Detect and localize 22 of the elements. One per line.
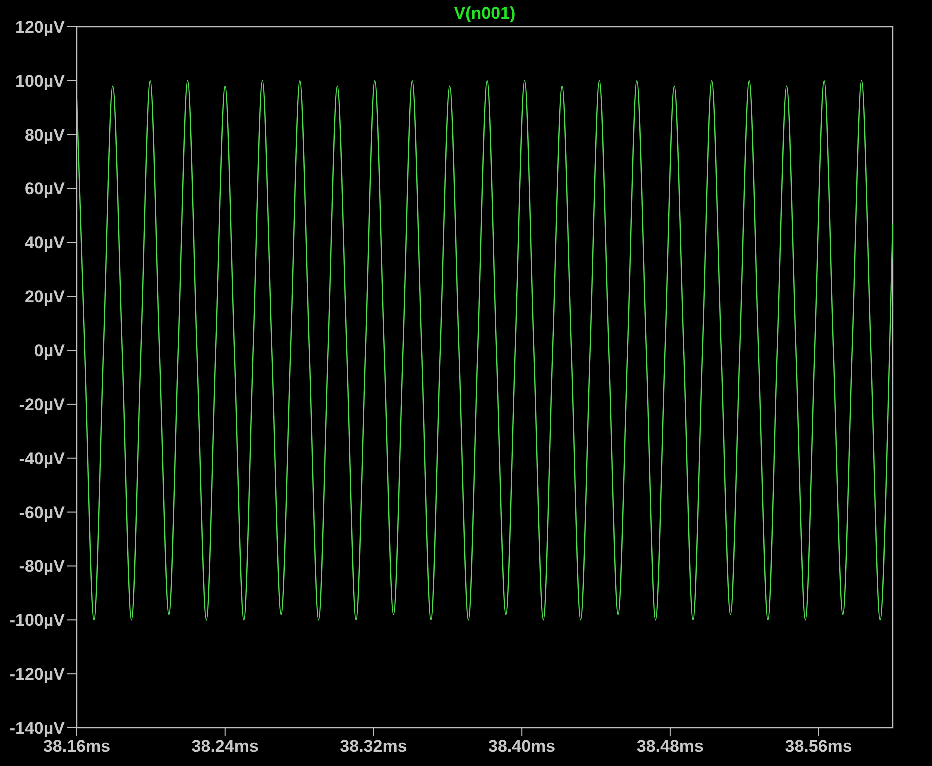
- chart-title: V(n001): [454, 4, 516, 23]
- y-tick-label: -140µV: [10, 718, 66, 738]
- x-tick-label: 38.48ms: [636, 737, 704, 756]
- line-series: [77, 80, 893, 621]
- y-tick-label: 0µV: [34, 341, 66, 360]
- x-tick-label: 38.24ms: [192, 737, 259, 756]
- y-tick-label: -40µV: [19, 449, 66, 468]
- y-tick-label: 20µV: [24, 288, 66, 307]
- y-tick-label: 120µV: [16, 18, 66, 37]
- y-tick-label: 100µV: [16, 72, 66, 91]
- y-tick-label: 40µV: [24, 234, 66, 253]
- y-tick-label: 60µV: [24, 180, 66, 199]
- x-tick-label: 38.16ms: [43, 737, 111, 756]
- y-tick-label: 80µV: [24, 126, 66, 145]
- y-tick-label: -20µV: [19, 395, 66, 414]
- x-tick-label: 38.32ms: [340, 737, 408, 756]
- y-tick-label: -60µV: [19, 503, 66, 522]
- x-tick-label: 38.40ms: [488, 737, 556, 756]
- x-tick-label: 38.56ms: [785, 737, 852, 756]
- y-tick-label: -80µV: [19, 557, 66, 576]
- y-tick-label: -100µV: [10, 611, 66, 630]
- y-tick-label: -120µV: [10, 665, 66, 684]
